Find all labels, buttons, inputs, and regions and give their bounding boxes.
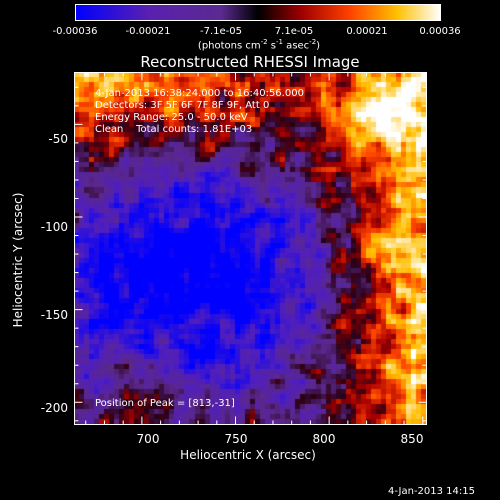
timestamp: 4-Jan-2013 14:15 bbox=[388, 486, 475, 497]
rhessi-image bbox=[74, 72, 427, 425]
energy-range-annotation: Energy Range: 25.0 - 50.0 keV bbox=[95, 112, 248, 123]
y-tick-label: -100 bbox=[40, 220, 68, 234]
x-tick-label: 750 bbox=[224, 432, 248, 446]
y-tick-label: -200 bbox=[40, 401, 68, 415]
method-counts-annotation: Clean Total counts: 1.81E+03 bbox=[95, 124, 253, 135]
colorbar-tick-label: 7.1e-05 bbox=[274, 26, 314, 37]
colorbar-tick-label: -7.1e-05 bbox=[200, 26, 242, 37]
x-tick-label: 850 bbox=[400, 432, 424, 446]
colorbar-tick-label: -0.00036 bbox=[52, 26, 98, 37]
time-range-annotation: 4-Jan-2013 16:38:24.000 to 16:40:56.000 bbox=[95, 88, 304, 99]
x-tick-label: 800 bbox=[312, 432, 336, 446]
colorbar-tick-label: -0.00021 bbox=[125, 26, 171, 37]
x-tick-label: 700 bbox=[136, 432, 160, 446]
colorbar-units: (photons cm-2 s-1 asec-2) bbox=[197, 38, 321, 52]
y-tick-label: -150 bbox=[40, 308, 68, 322]
image-title: Reconstructed RHESSI Image bbox=[140, 53, 360, 71]
y-axis-label: Heliocentric Y (arcsec) bbox=[11, 192, 25, 328]
colorbar-tick-label: 0.00021 bbox=[346, 26, 388, 37]
colorbar-tick-label: 0.00036 bbox=[419, 26, 461, 37]
y-tick-label: -50 bbox=[48, 132, 68, 146]
colorbar bbox=[75, 4, 441, 21]
detectors-annotation: Detectors: 3F 5F 6F 7F 8F 9F, Att 0 bbox=[95, 100, 270, 111]
peak-position-annotation: Position of Peak = [813,-31] bbox=[95, 398, 235, 409]
x-axis-label: Heliocentric X (arcsec) bbox=[180, 448, 316, 462]
